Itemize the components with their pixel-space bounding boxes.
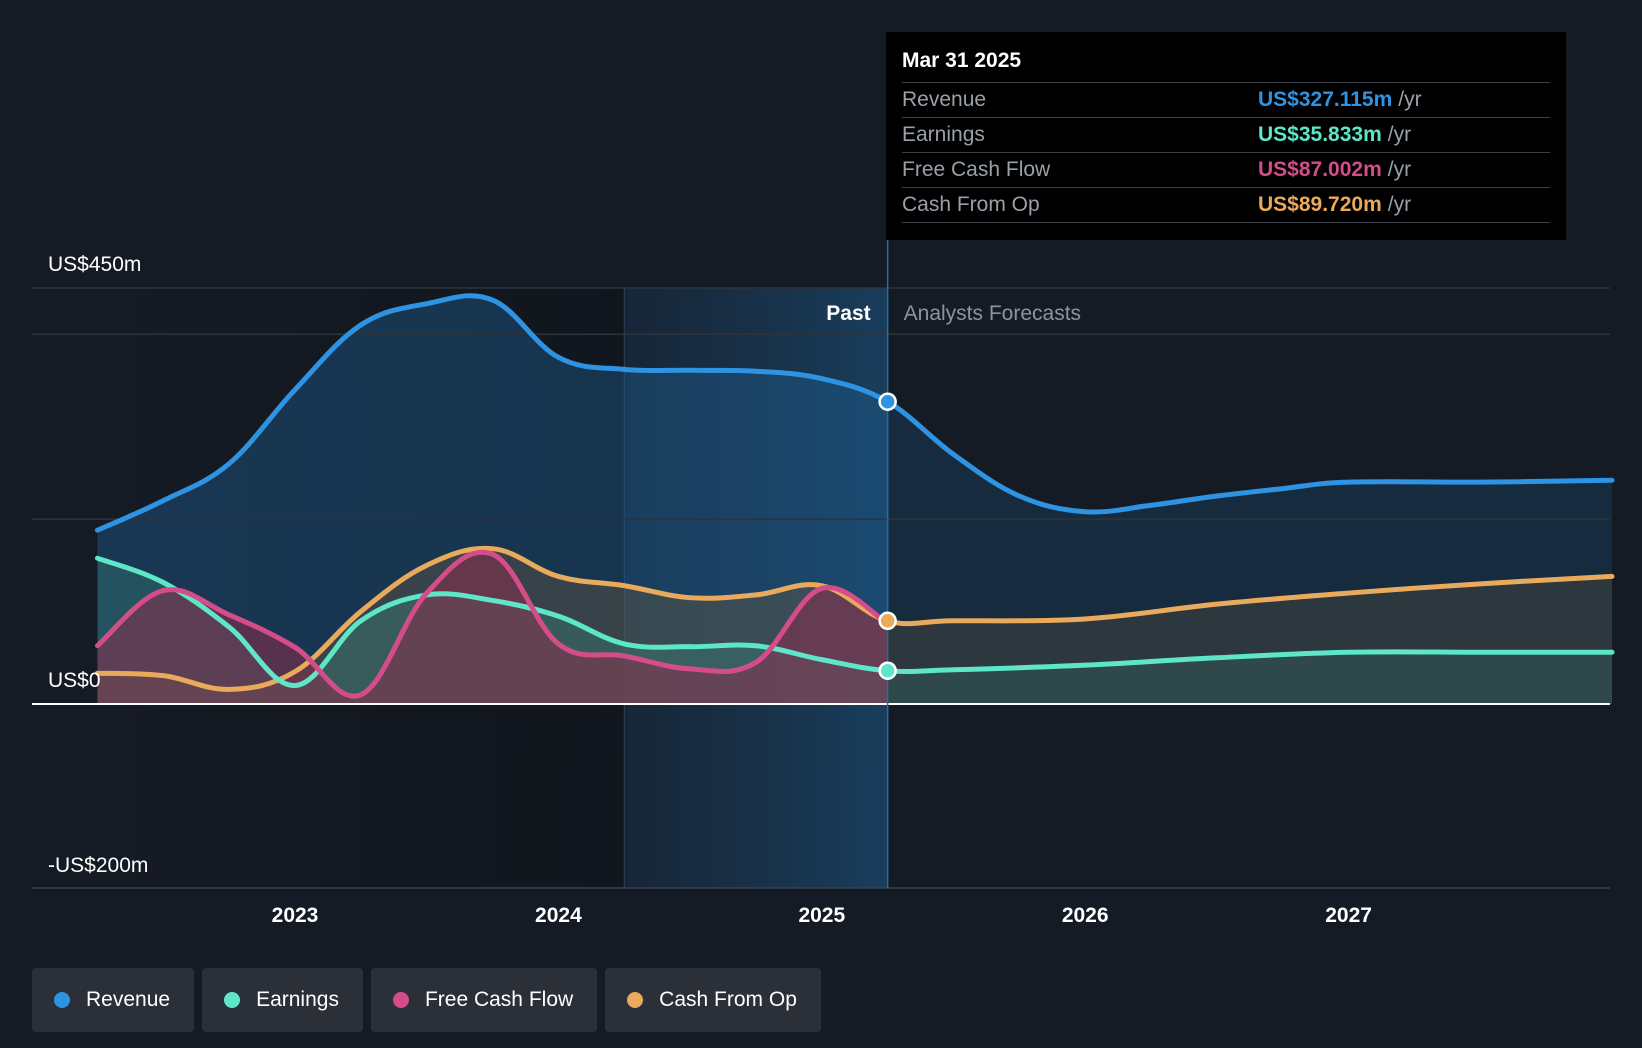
tooltip-row-revenue: Revenue US$327.115m /yr: [902, 82, 1550, 117]
x-tick-label-2027: 2027: [1325, 904, 1372, 927]
legend: Revenue Earnings Free Cash Flow Cash Fro…: [32, 968, 821, 1032]
y-axis-label-bottom: -US$200m: [48, 854, 148, 877]
tooltip-label: Free Cash Flow: [902, 158, 1051, 181]
legend-item-cash-from-op[interactable]: Cash From Op: [605, 968, 821, 1032]
tooltip-value: US$89.720m: [1258, 193, 1382, 216]
cash-from-op-area-forecast: [887, 576, 1612, 704]
y-axis-label-top: US$450m: [48, 253, 141, 276]
hover-shade: [624, 288, 888, 888]
cash-from-op-line: [94, 545, 1615, 692]
legend-label: Cash From Op: [659, 988, 797, 1011]
earnings-marker: [878, 661, 897, 680]
legend-item-earnings[interactable]: Earnings: [202, 968, 363, 1032]
tooltip-row-earnings: Earnings US$35.833m /yr: [902, 117, 1550, 152]
tooltip-unit: /yr: [1387, 193, 1412, 216]
forecast-label: Analysts Forecasts: [904, 302, 1081, 325]
x-tick-label-2023: 2023: [272, 904, 319, 927]
free-cash-flow-area-past: [97, 552, 888, 704]
x-tick-label-2024: 2024: [535, 904, 582, 927]
tooltip-unit: /yr: [1398, 88, 1422, 111]
tooltip-row-cash-from-op: Cash From Op US$89.720m /yr: [902, 187, 1550, 223]
y-axis-label-zero: US$0: [48, 669, 101, 692]
past-label: Past: [826, 302, 870, 325]
free-cash-flow-line: [94, 549, 891, 699]
earnings-area-forecast: [887, 651, 1612, 704]
tooltip-label: Earnings: [902, 123, 985, 146]
tooltip-unit: /yr: [1387, 123, 1412, 146]
past-shade: [97, 288, 625, 888]
legend-label: Earnings: [256, 988, 339, 1011]
tooltip-value: US$87.002m: [1258, 158, 1382, 181]
tooltip-row-free-cash-flow: Free Cash Flow US$87.002m /yr: [902, 152, 1550, 187]
legend-item-free-cash-flow[interactable]: Free Cash Flow: [370, 968, 598, 1032]
tooltip-unit: /yr: [1387, 158, 1412, 181]
tooltip-label: Revenue: [902, 88, 987, 111]
x-tick-label-2026: 2026: [1062, 904, 1109, 927]
legend-item-revenue[interactable]: Revenue: [32, 968, 195, 1032]
x-tick-label-2025: 2025: [798, 904, 845, 927]
legend-label: Revenue: [86, 988, 171, 1011]
cash-from-op-marker: [878, 611, 897, 631]
tooltip-date: Mar 31 2025: [902, 49, 1022, 72]
cash-from-op-dot-icon: [627, 992, 644, 1008]
revenue-area-past: [97, 295, 888, 704]
tooltip: Mar 31 2025 Revenue US$327.115m /yr Earn…: [886, 32, 1566, 240]
tooltip-value: US$35.833m: [1258, 123, 1382, 146]
revenue-dot-icon: [54, 992, 70, 1008]
earnings-dot-icon: [224, 992, 241, 1008]
legend-label: Free Cash Flow: [424, 988, 574, 1011]
tooltip-label: Cash From Op: [902, 193, 1040, 216]
free-cash-flow-dot-icon: [392, 992, 409, 1008]
revenue-area-forecast: [887, 401, 1612, 704]
tooltip-value: US$327.115m: [1258, 88, 1393, 111]
revenue-line: [94, 293, 1615, 533]
earnings-line: [94, 555, 1615, 689]
revenue-marker: [878, 392, 897, 411]
